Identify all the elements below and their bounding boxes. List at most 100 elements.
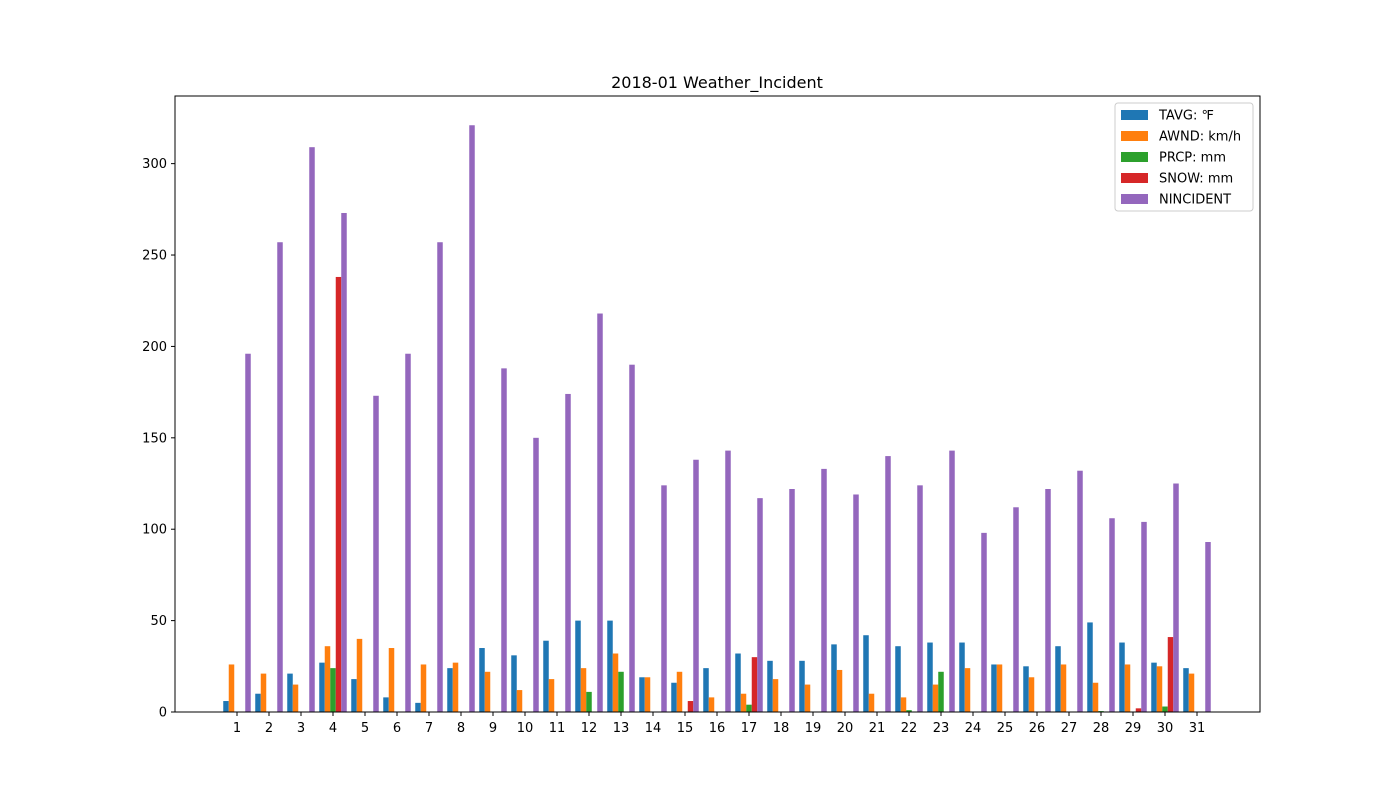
legend: TAVG: ℉ AWND: km/h PRCP: mm SNOW: mm NINCIDE…: [1114, 102, 1254, 212]
bar-awnd-13: [612, 653, 619, 712]
bar-awnd-9: [484, 671, 491, 712]
bar-awnd-5: [356, 638, 363, 712]
bar-tavg-1: [223, 701, 229, 712]
bar-tavg-21: [863, 635, 869, 712]
bar-tavg-13: [607, 620, 613, 712]
bars-layer: [223, 125, 1211, 713]
y-tick-label: 200: [142, 340, 167, 355]
bar-tavg-15: [671, 682, 677, 712]
bar-tavg-25: [991, 664, 997, 712]
bar-awnd-19: [804, 684, 811, 712]
bar-nincident-6: [405, 353, 411, 712]
bar-snow-29: [1135, 708, 1142, 712]
bar-snow-30: [1167, 637, 1174, 712]
bar-tavg-7: [415, 702, 421, 712]
bar-awnd-27: [1060, 664, 1067, 712]
bar-prcp-12: [586, 691, 592, 712]
bar-awnd-10: [516, 690, 523, 712]
y-tick-label: 250: [142, 249, 167, 264]
x-tick-label: 9: [489, 721, 497, 736]
y-tick-label: 50: [150, 614, 167, 629]
x-tick-label: 6: [393, 721, 401, 736]
bar-tavg-18: [767, 660, 773, 712]
bar-nincident-23: [949, 450, 955, 712]
bar-awnd-20: [836, 669, 843, 712]
x-tick-label: 5: [361, 721, 369, 736]
x-tick-label: 3: [297, 721, 305, 736]
bar-tavg-24: [959, 642, 965, 712]
bar-awnd-30: [1156, 666, 1163, 712]
x-tick-label: 30: [1157, 721, 1174, 736]
bar-nincident-1: [245, 353, 251, 712]
x-tick-label: 28: [1093, 721, 1110, 736]
bar-nincident-10: [533, 437, 539, 712]
bar-tavg-3: [287, 673, 293, 712]
bar-tavg-14: [639, 677, 645, 712]
bar-awnd-26: [1028, 677, 1035, 712]
x-tick-label: 24: [965, 721, 982, 736]
bar-awnd-31: [1188, 673, 1195, 712]
bar-nincident-14: [661, 485, 667, 712]
bar-tavg-9: [479, 648, 485, 712]
bar-awnd-4: [324, 646, 331, 712]
bar-tavg-22: [895, 646, 901, 712]
bar-tavg-30: [1151, 662, 1157, 712]
bar-awnd-7: [420, 664, 427, 712]
bar-awnd-23: [932, 684, 939, 712]
bar-awnd-14: [644, 677, 651, 712]
x-tick-label: 2: [265, 721, 273, 736]
bar-prcp-13: [618, 671, 624, 712]
x-tick-label: 23: [933, 721, 950, 736]
bar-snow-4: [335, 276, 342, 712]
bar-tavg-10: [511, 655, 517, 712]
legend-swatch: [1121, 173, 1148, 183]
x-tick-label: 21: [869, 721, 886, 736]
y-tick-label: 300: [142, 157, 167, 172]
bar-tavg-28: [1087, 622, 1093, 712]
bar-tavg-23: [927, 642, 933, 712]
bar-snow-15: [687, 701, 694, 712]
bar-awnd-12: [580, 668, 587, 712]
bar-nincident-9: [501, 368, 507, 712]
x-tick-label: 26: [1029, 721, 1046, 736]
bar-nincident-13: [629, 364, 635, 712]
bar-awnd-2: [260, 673, 267, 712]
bar-nincident-17: [757, 498, 763, 712]
x-tick-label: 10: [517, 721, 534, 736]
x-tick-label: 27: [1061, 721, 1078, 736]
legend-label: PRCP: mm: [1159, 151, 1226, 166]
legend-label: AWND: km/h: [1159, 130, 1241, 145]
bar-nincident-31: [1205, 542, 1211, 712]
x-tick-label: 19: [805, 721, 822, 736]
bar-nincident-26: [1045, 489, 1051, 712]
y-tick-label: 150: [142, 431, 167, 446]
bar-nincident-30: [1173, 483, 1179, 712]
x-tick-label: 16: [709, 721, 726, 736]
x-tick-label: 8: [457, 721, 465, 736]
bar-prcp-22: [906, 710, 912, 712]
x-tick-label: 25: [997, 721, 1014, 736]
bar-nincident-28: [1109, 518, 1115, 712]
x-tick-label: 1: [233, 721, 241, 736]
bar-tavg-17: [735, 653, 741, 712]
bar-awnd-16: [708, 697, 715, 712]
x-tick-label: 18: [773, 721, 790, 736]
bar-tavg-27: [1055, 646, 1061, 712]
legend-swatch: [1121, 194, 1148, 204]
bar-awnd-22: [900, 697, 907, 712]
bar-awnd-15: [676, 671, 683, 712]
bar-tavg-5: [351, 679, 357, 712]
bar-nincident-11: [565, 393, 571, 712]
x-tick-label: 20: [837, 721, 854, 736]
bar-nincident-16: [725, 450, 731, 712]
x-tick-label: 22: [901, 721, 918, 736]
bar-tavg-4: [319, 662, 325, 712]
x-tick-label: 15: [677, 721, 694, 736]
x-tick-label: 13: [613, 721, 630, 736]
bar-awnd-25: [996, 664, 1003, 712]
bar-snow-17: [751, 657, 758, 712]
x-tick-label: 17: [741, 721, 758, 736]
legend-swatch: [1121, 110, 1148, 120]
bar-awnd-24: [964, 668, 971, 712]
